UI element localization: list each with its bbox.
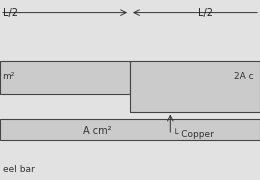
Text: L/2: L/2 — [198, 8, 213, 18]
Bar — [0, 119, 260, 140]
Text: 2A c: 2A c — [234, 72, 254, 81]
Text: eel bar: eel bar — [3, 165, 34, 174]
Text: └ Copper: └ Copper — [173, 129, 214, 140]
Bar — [130, 61, 260, 112]
Text: m²: m² — [3, 72, 15, 81]
Bar — [0, 61, 130, 94]
Text: A cm²: A cm² — [83, 125, 112, 136]
Text: L/2: L/2 — [3, 8, 18, 18]
